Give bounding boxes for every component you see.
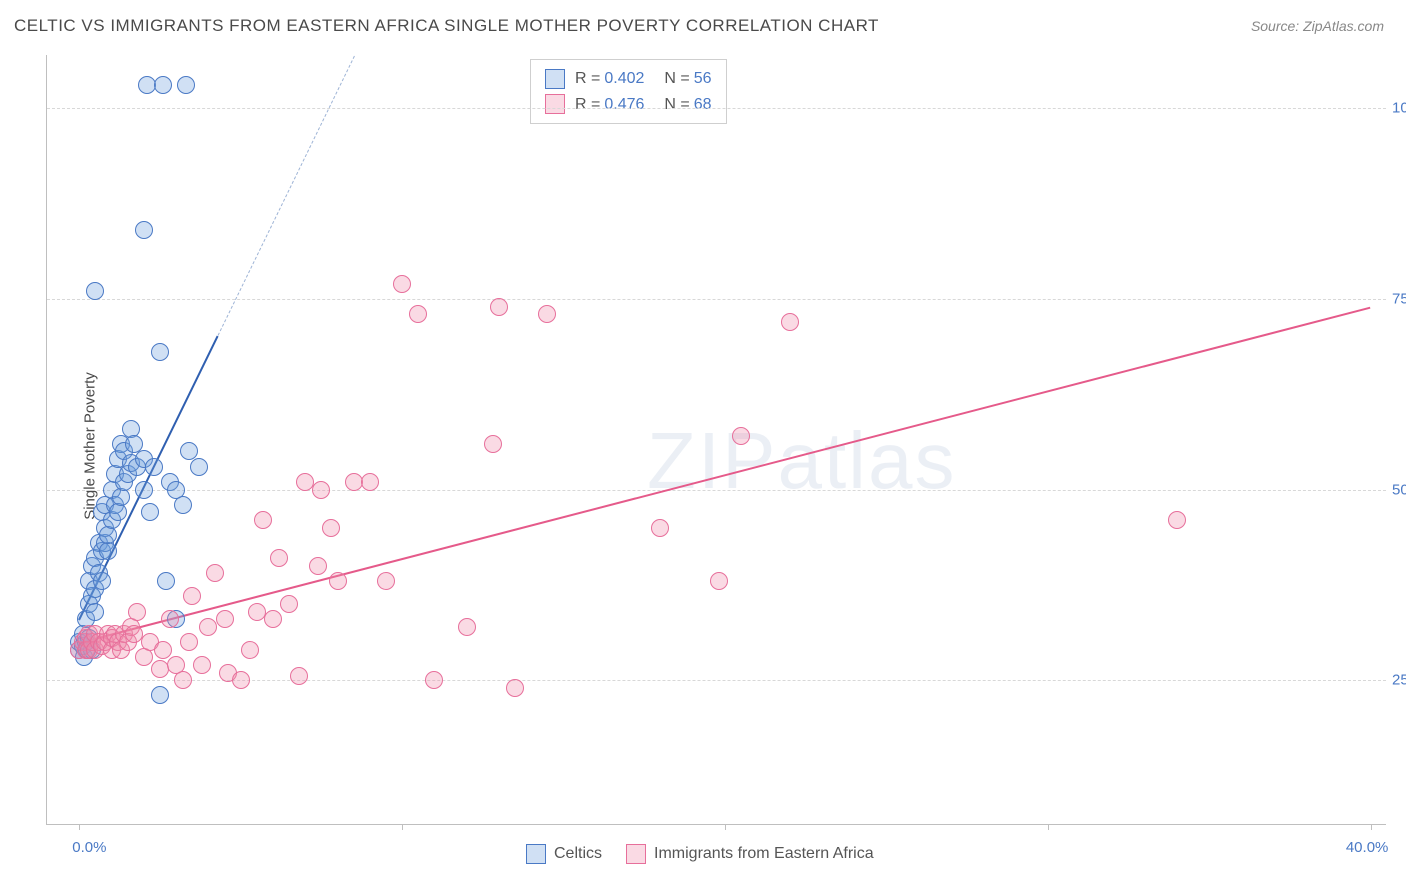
- data-point: [135, 481, 153, 499]
- data-point: [174, 496, 192, 514]
- data-point: [190, 458, 208, 476]
- data-point: [145, 458, 163, 476]
- legend-label-a: Celtics: [554, 845, 602, 863]
- y-tick-label: 100.0%: [1392, 100, 1406, 117]
- data-point: [290, 667, 308, 685]
- legend-swatch-b: [626, 844, 646, 864]
- data-point: [393, 275, 411, 293]
- data-point: [86, 603, 104, 621]
- chart-title: CELTIC VS IMMIGRANTS FROM EASTERN AFRICA…: [14, 16, 879, 36]
- data-point: [154, 641, 172, 659]
- y-tick-label: 50.0%: [1392, 481, 1406, 498]
- legend-swatch-a: [526, 844, 546, 864]
- data-point: [710, 572, 728, 590]
- legend-item-b: Immigrants from Eastern Africa: [626, 844, 874, 864]
- data-point: [458, 618, 476, 636]
- data-point: [183, 587, 201, 605]
- data-point: [93, 572, 111, 590]
- data-point: [1168, 511, 1186, 529]
- data-point: [781, 313, 799, 331]
- data-point: [216, 610, 234, 628]
- data-point: [254, 511, 272, 529]
- data-point: [174, 671, 192, 689]
- stats-row-2: R =0.476 N =68: [545, 92, 712, 118]
- data-point: [112, 488, 130, 506]
- y-tick-label: 25.0%: [1392, 672, 1406, 689]
- data-point: [309, 557, 327, 575]
- x-tick: [402, 824, 403, 830]
- data-point: [141, 503, 159, 521]
- data-point: [651, 519, 669, 537]
- y-tick-label: 75.0%: [1392, 290, 1406, 307]
- data-point: [193, 656, 211, 674]
- data-point: [161, 610, 179, 628]
- data-point: [206, 564, 224, 582]
- x-tick: [725, 824, 726, 830]
- chart-container: CELTIC VS IMMIGRANTS FROM EASTERN AFRICA…: [0, 0, 1406, 892]
- swatch-series-a: [545, 69, 565, 89]
- data-point: [361, 473, 379, 491]
- legend-item-a: Celtics: [526, 844, 602, 864]
- data-point: [232, 671, 250, 689]
- x-tick-label: 40.0%: [1346, 839, 1389, 856]
- data-point: [99, 526, 117, 544]
- data-point: [177, 76, 195, 94]
- data-point: [109, 503, 127, 521]
- gridline: [47, 299, 1386, 300]
- data-point: [490, 298, 508, 316]
- data-point: [180, 633, 198, 651]
- data-point: [312, 481, 330, 499]
- data-point: [538, 305, 556, 323]
- data-point: [154, 76, 172, 94]
- data-point: [425, 671, 443, 689]
- stats-legend-box: R =0.402 N =56 R =0.476 N =68: [530, 59, 727, 124]
- x-tick: [79, 824, 80, 830]
- legend-label-b: Immigrants from Eastern Africa: [654, 845, 874, 863]
- data-point: [484, 435, 502, 453]
- data-point: [86, 282, 104, 300]
- trend-line: [79, 307, 1371, 644]
- data-point: [377, 572, 395, 590]
- data-point: [280, 595, 298, 613]
- trend-line: [218, 55, 355, 335]
- data-point: [241, 641, 259, 659]
- data-point: [151, 343, 169, 361]
- data-point: [157, 572, 175, 590]
- data-point: [409, 305, 427, 323]
- gridline: [47, 108, 1386, 109]
- x-tick: [1371, 824, 1372, 830]
- data-point: [128, 603, 146, 621]
- swatch-series-b: [545, 94, 565, 114]
- data-point: [329, 572, 347, 590]
- data-point: [270, 549, 288, 567]
- data-point: [732, 427, 750, 445]
- x-tick: [1048, 824, 1049, 830]
- plot-area: ZIPatlas R =0.402 N =56 R =0.476 N =68 2…: [46, 55, 1386, 825]
- data-point: [151, 686, 169, 704]
- watermark: ZIPatlas: [647, 415, 956, 507]
- data-point: [264, 610, 282, 628]
- x-tick-label: 0.0%: [72, 839, 106, 856]
- gridline: [47, 490, 1386, 491]
- stats-row-1: R =0.402 N =56: [545, 66, 712, 92]
- legend-bottom: Celtics Immigrants from Eastern Africa: [526, 844, 874, 864]
- data-point: [135, 221, 153, 239]
- data-point: [322, 519, 340, 537]
- data-point: [506, 679, 524, 697]
- source-label: Source: ZipAtlas.com: [1251, 18, 1384, 34]
